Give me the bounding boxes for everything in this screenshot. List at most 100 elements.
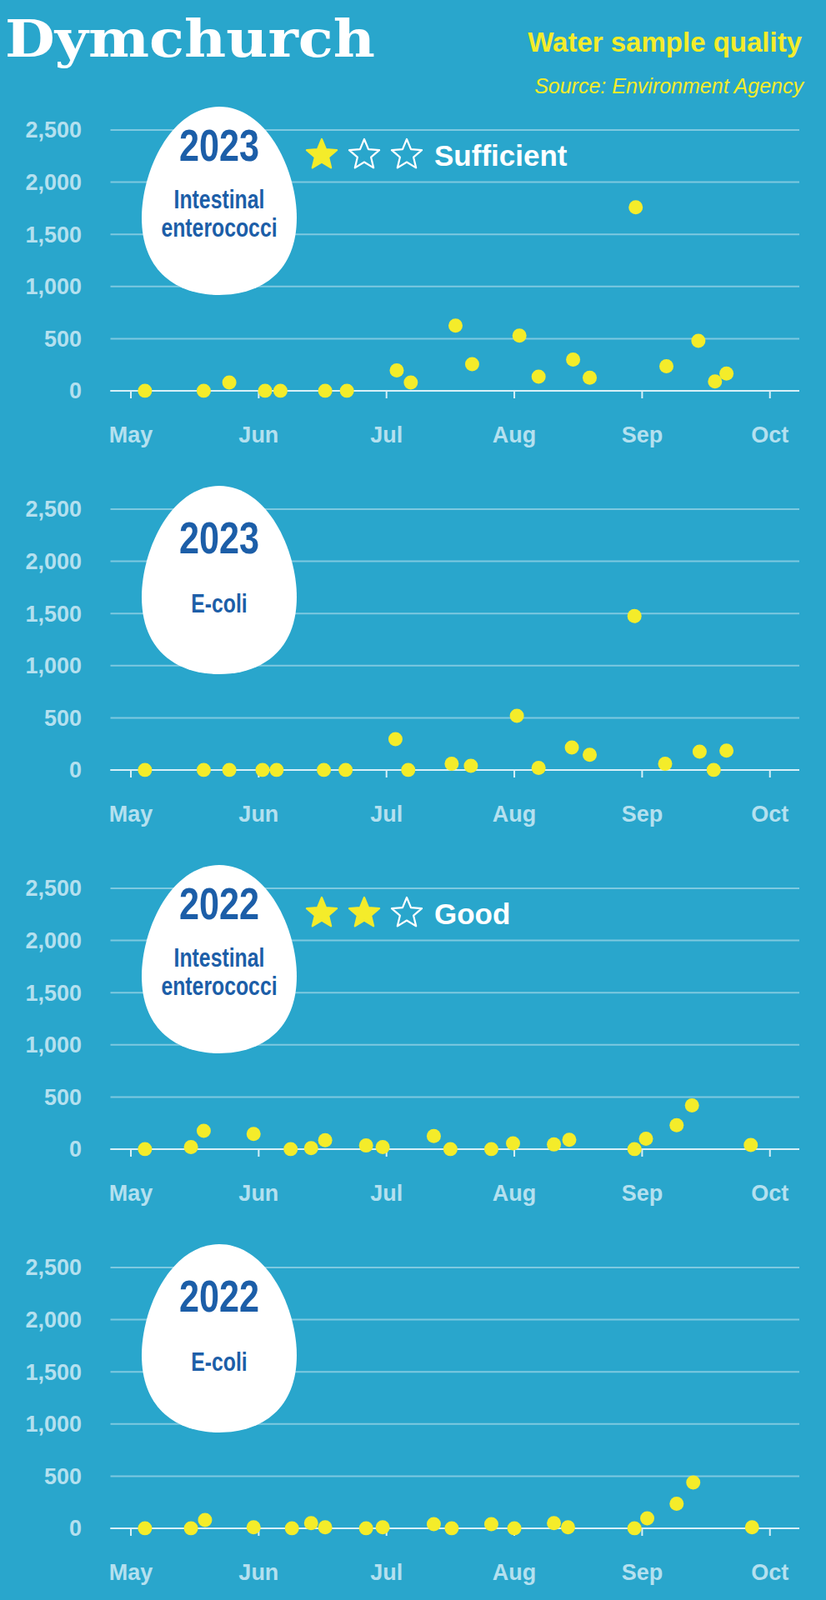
data-point	[707, 374, 722, 389]
data-point	[685, 1475, 701, 1490]
data-point	[222, 763, 237, 778]
data-point	[283, 1142, 298, 1157]
data-point	[137, 763, 152, 778]
x-tick	[257, 1149, 260, 1157]
x-tick	[640, 390, 643, 399]
y-tick-label: 2,500	[25, 496, 82, 522]
x-tick-label: Aug	[492, 801, 536, 827]
data-point	[403, 375, 418, 390]
y-tick-label: 2,000	[25, 928, 82, 954]
data-point	[304, 1516, 319, 1531]
x-tick-label: Sep	[621, 1181, 664, 1207]
chart-subtitle: Intestinalenterococci	[160, 943, 277, 1001]
points	[137, 1475, 759, 1536]
data-point	[426, 1516, 441, 1532]
data-point	[222, 375, 237, 390]
data-point	[338, 763, 353, 778]
data-point	[444, 1521, 459, 1537]
data-point	[719, 366, 734, 381]
x-tick	[130, 390, 132, 399]
x-tick	[769, 1528, 771, 1537]
data-point	[669, 1496, 684, 1512]
data-point	[137, 1142, 152, 1157]
page: DymchurchWater sample qualitySource: Env…	[0, 0, 826, 1600]
x-tick	[513, 390, 516, 399]
background	[0, 0, 826, 1600]
data-point	[565, 740, 580, 756]
x-tick	[130, 1149, 132, 1157]
data-point	[426, 1129, 441, 1144]
x-tick-label: Jun	[238, 1560, 279, 1586]
data-point	[375, 1520, 391, 1535]
chart-title: 2023	[179, 512, 260, 563]
x-tick	[385, 770, 388, 778]
data-point	[628, 200, 643, 215]
data-point	[184, 1140, 199, 1155]
data-point	[316, 763, 331, 778]
chart-subtitle-line: E-coli	[190, 589, 248, 618]
y-tick-label: 500	[44, 1464, 82, 1490]
data-point	[640, 1511, 655, 1527]
data-point	[197, 1512, 212, 1527]
data-point	[565, 352, 581, 367]
y-tick-label: 1,000	[25, 1032, 82, 1058]
x-tick-label: May	[109, 1560, 154, 1586]
y-tick-label: 0	[69, 378, 82, 404]
grid-line	[110, 716, 801, 719]
data-point	[443, 1142, 458, 1157]
y-tick-label: 1,000	[25, 274, 82, 300]
x-tick-label: Sep	[621, 1560, 664, 1586]
data-point	[582, 747, 597, 762]
y-tick-label: 1,500	[25, 222, 82, 248]
x-tick-label: Jul	[370, 422, 403, 448]
y-tick-label: 2,000	[25, 1307, 82, 1333]
points	[137, 1098, 758, 1157]
data-point	[627, 609, 642, 624]
y-tick-label: 500	[44, 326, 82, 352]
y-tick-label: 2,500	[25, 1255, 82, 1281]
grid-line	[110, 1096, 801, 1098]
x-tick-label: Jun	[238, 801, 279, 827]
x-tick	[640, 1528, 643, 1537]
rating-star-filled	[349, 897, 380, 927]
data-point	[375, 1140, 391, 1155]
data-point	[269, 763, 284, 778]
rating-label: Sufficient	[434, 139, 568, 172]
data-point	[246, 1520, 261, 1535]
x-tick	[769, 390, 771, 399]
data-point	[318, 1520, 333, 1535]
y-tick-label: 1,500	[25, 601, 82, 627]
y-tick-label: 500	[44, 705, 82, 731]
y-tick-label: 0	[69, 1516, 82, 1542]
x-tick-label: Sep	[621, 801, 664, 827]
data-point	[196, 1124, 211, 1139]
data-point	[505, 1136, 521, 1152]
data-point	[685, 1098, 700, 1113]
data-point	[137, 1521, 152, 1537]
x-tick-label: Aug	[492, 1181, 536, 1207]
points	[137, 200, 734, 398]
data-point	[706, 763, 721, 778]
data-point	[388, 732, 403, 747]
data-point	[531, 760, 546, 776]
chart-panel: 05001,0001,5002,0002,500MayJunJulAugSepO…	[25, 106, 800, 448]
x-tick	[769, 770, 771, 778]
rating-star-empty	[391, 139, 422, 168]
x-tick-label: Jul	[370, 1560, 403, 1586]
data-point	[745, 1520, 760, 1535]
data-point	[627, 1142, 642, 1157]
y-tick-label: 1,000	[25, 653, 82, 679]
chart-panel: 05001,0001,5002,0002,500MayJunJulAugSepO…	[25, 865, 800, 1207]
rating-star-empty	[349, 139, 380, 168]
y-tick-label: 1,000	[25, 1411, 82, 1437]
chart-subtitle-line: enterococci	[160, 213, 277, 242]
x-tick	[513, 770, 516, 778]
data-point	[484, 1516, 499, 1532]
data-point	[255, 763, 270, 778]
chart-subtitle-line: Intestinal	[174, 943, 266, 972]
data-point	[359, 1138, 374, 1153]
chart-subtitle: E-coli	[190, 589, 248, 618]
data-point	[510, 708, 525, 723]
data-point	[258, 384, 273, 399]
rating-label: Good	[434, 897, 511, 931]
